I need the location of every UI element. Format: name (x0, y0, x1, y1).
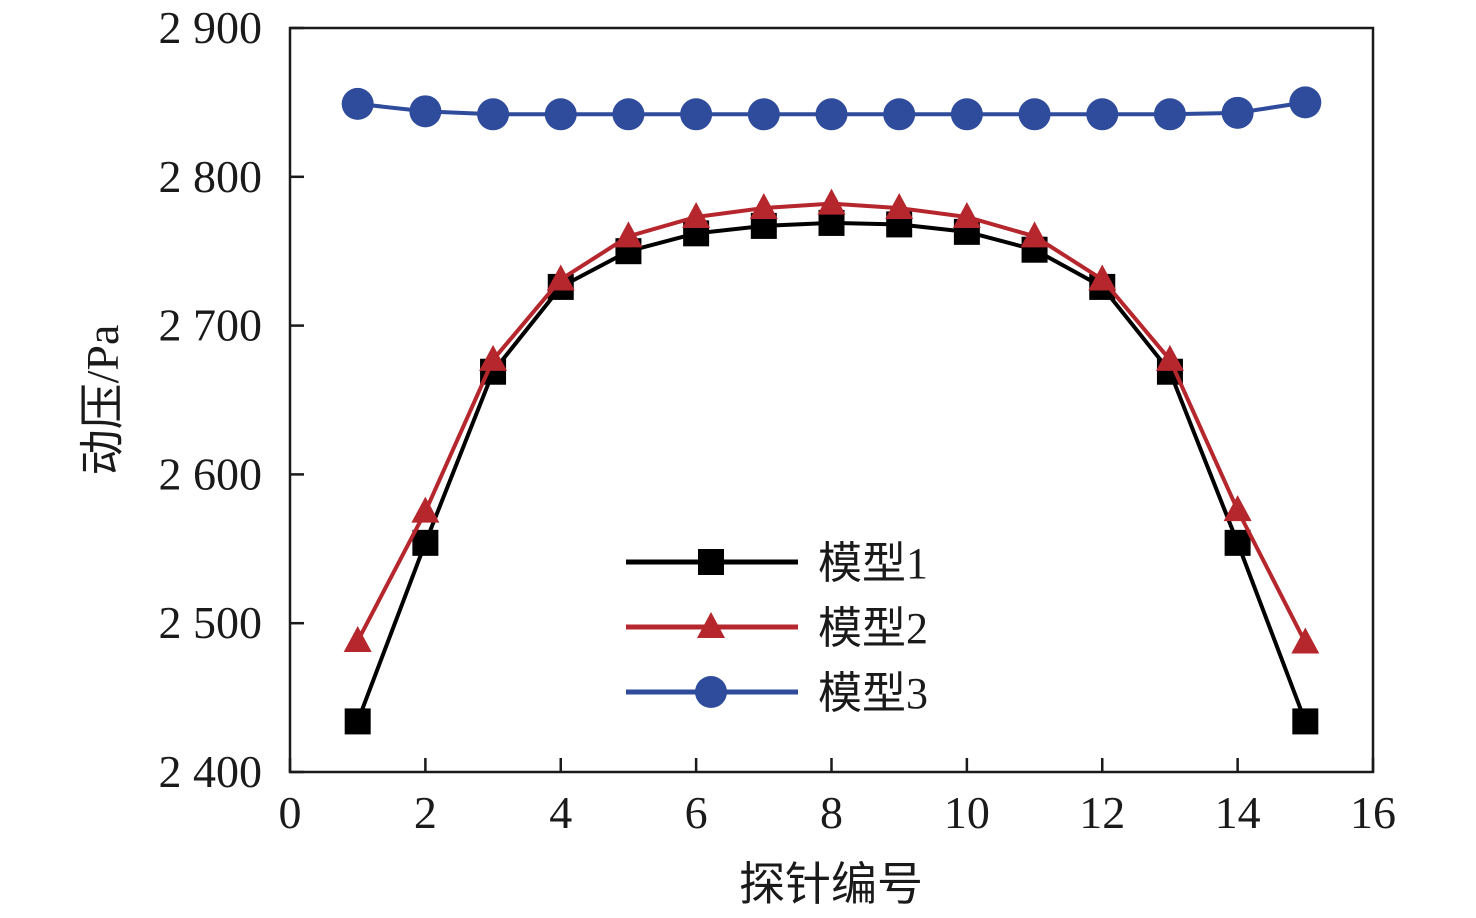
data-point (343, 626, 372, 653)
data-point (477, 98, 510, 131)
legend-label: 模型1 (818, 539, 928, 588)
data-point (1086, 98, 1119, 131)
series-2 (343, 188, 1320, 654)
x-tick-label: 16 (1350, 787, 1396, 838)
y-tick-label: 2 600 (159, 448, 263, 499)
plot-frame (288, 26, 1375, 774)
x-tick-label: 2 (414, 787, 437, 838)
data-point (411, 496, 440, 523)
x-tick-label: 14 (1215, 787, 1261, 838)
data-point (682, 201, 711, 228)
y-tick-label: 2 700 (159, 300, 263, 351)
data-point (544, 98, 577, 131)
data-point (614, 221, 643, 248)
legend-item: 模型3 (626, 669, 928, 718)
legend-item: 模型2 (626, 604, 928, 653)
y-axis-label: 动压/Pa (77, 325, 128, 476)
data-point (950, 98, 983, 131)
data-point (1221, 96, 1254, 129)
data-point (1153, 98, 1186, 131)
data-point (883, 98, 916, 131)
x-tick-label: 10 (944, 787, 990, 838)
x-tick-label: 6 (685, 787, 708, 838)
y-tick-label: 2 400 (159, 746, 263, 797)
x-tick-label: 8 (820, 787, 843, 838)
x-tick-label: 4 (549, 787, 572, 838)
data-point (885, 193, 914, 220)
data-point (1155, 344, 1184, 371)
x-tick-label: 0 (279, 787, 302, 838)
x-tick-label: 12 (1079, 787, 1125, 838)
x-axis: 0 2 4 6 8 10 12 14 16 (279, 758, 1396, 838)
data-point (612, 98, 645, 131)
data-point (1292, 708, 1319, 735)
data-point (1291, 627, 1320, 654)
data-point (817, 188, 846, 215)
data-point (1088, 264, 1117, 291)
data-point (412, 529, 439, 556)
legend-marker (698, 549, 724, 575)
data-point (815, 98, 848, 131)
legend-marker (697, 612, 725, 638)
legend: 模型1 模型2 模型3 (626, 539, 928, 718)
y-tick-label: 2 900 (159, 2, 263, 53)
data-point (1018, 98, 1051, 131)
data-point (344, 708, 371, 735)
data-point (1224, 529, 1251, 556)
data-point (747, 98, 780, 131)
data-point (546, 264, 575, 291)
data-point (680, 98, 713, 131)
data-point (1289, 86, 1322, 119)
y-axis: 2 400 2 500 2 600 2 700 2 800 2 900 (159, 2, 304, 797)
data-point (952, 201, 981, 228)
y-tick-label: 2 800 (159, 151, 263, 202)
data-point (409, 95, 442, 128)
series-layer (341, 86, 1322, 735)
y-tick-label: 2 500 (159, 597, 263, 648)
series-1 (344, 209, 1319, 735)
data-point (341, 87, 374, 120)
series-3 (341, 86, 1322, 131)
data-point (1020, 221, 1049, 248)
data-point (479, 344, 508, 371)
data-point (1223, 495, 1252, 522)
legend-label: 模型3 (818, 669, 928, 718)
legend-item: 模型1 (626, 539, 928, 588)
x-axis-label: 探针编号 (739, 859, 923, 910)
data-point (749, 193, 778, 220)
legend-marker (695, 676, 727, 708)
legend-label: 模型2 (818, 604, 928, 653)
